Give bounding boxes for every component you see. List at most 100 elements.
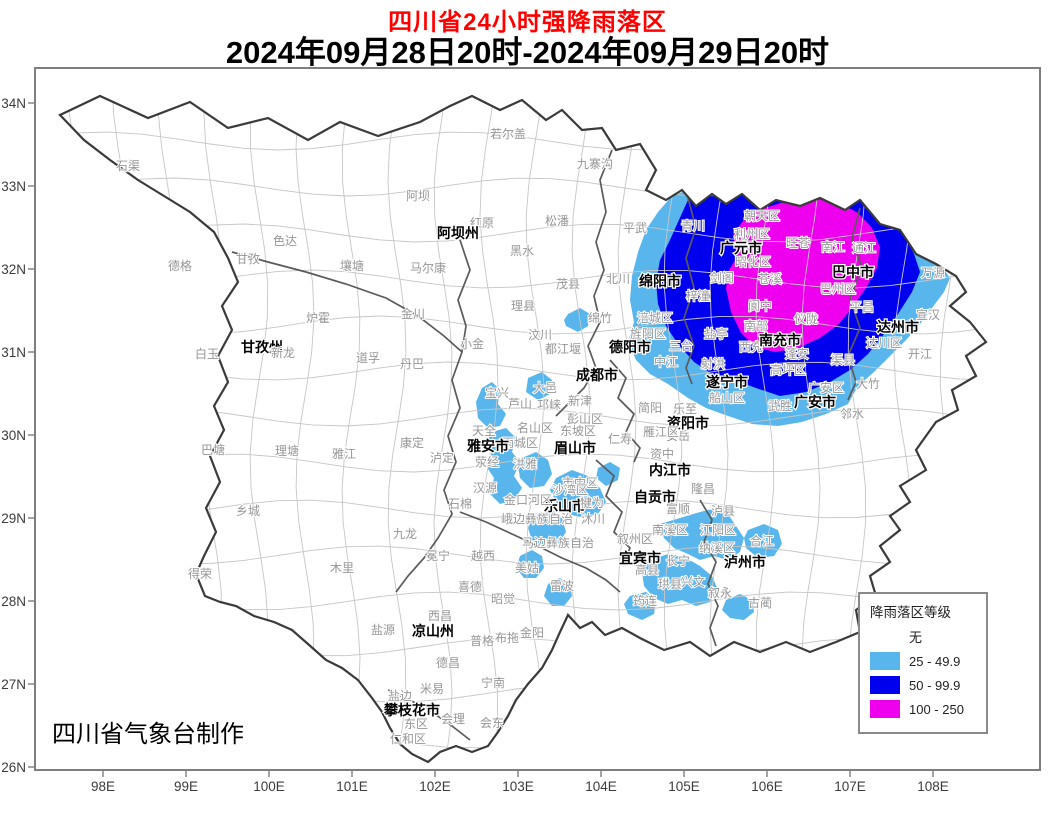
county-label: 盐边 [388,689,412,703]
county-label: 新津 [568,393,592,408]
county-label: 美姑 [515,561,539,575]
legend-item: 100 - 250 [870,700,976,718]
county-boundary [341,96,361,761]
county-label: 宁南 [481,675,505,690]
county-label: 梓潼 [686,288,710,303]
rain-patch-light [518,452,552,488]
rain-patch-light [528,510,566,548]
county-label: 邻水 [840,407,864,421]
rain-patch-light [660,508,744,560]
county-boundary [111,96,131,761]
county-label: 青川 [681,219,705,233]
date-range-subtitle: 2024年09月28日20时-2024年09月29日20时 [225,35,830,70]
county-label: 峨边彝族自治 [501,511,573,526]
rain-patch-light [526,372,552,400]
county-label: 阿坝 [406,189,430,203]
county-label: 九龙 [393,527,417,541]
county-label: 汉源 [473,481,497,495]
x-tick-label: 102E [419,779,451,794]
city-label: 绵阳市 [639,273,681,289]
county-label: 若尔盖 [490,126,526,141]
county-label: 北川 [606,272,630,286]
county-label: 汶川 [528,327,552,342]
county-label: 九寨沟 [577,156,613,171]
prefecture-boundary [699,499,719,647]
legend: 降雨落区等级 无 25 - 49.9 50 - 99.9 100 - 250 [858,592,988,734]
legend-title: 降雨落区等级 [870,605,951,620]
county-label: 仁寿 [608,432,632,446]
county-label: 平武 [623,221,647,235]
city-label: 广安市 [794,394,836,410]
county-label: 南江 [821,239,845,254]
city-label: 内江市 [649,462,691,478]
x-tick-label: 98E [91,779,115,794]
county-label: 黑水 [510,244,534,258]
city-label: 成都市 [576,367,618,383]
county-label: 昭觉 [491,592,515,606]
rain-patch-light [564,308,590,332]
county-boundary [479,96,499,761]
city-label: 甘孜州 [241,339,283,355]
county-label: 西充 [739,339,763,354]
county-label: 邛崃 [537,398,561,412]
y-tick-label: 29N [1,511,26,526]
rain-patch-light [722,594,754,620]
county-label: 渠县 [831,353,855,367]
legend-label: 100 - 250 [909,701,964,717]
plot-frame [34,67,1041,771]
county-label: 丹巴 [400,357,424,371]
county-label: 洪雅 [513,456,537,471]
county-label: 彭山区 [567,412,603,426]
city-label: 凉山州 [412,623,454,639]
legend-swatch [870,700,900,718]
y-tick-label: 28N [1,594,26,609]
county-label: 三台 [669,338,693,353]
legend-item: 25 - 49.9 [870,652,976,670]
county-boundary [157,96,177,761]
county-label: 理县 [511,299,535,313]
county-label: 普格 [470,633,494,648]
county-label: 布拖 [495,631,519,645]
county-label: 安岳 [666,428,690,443]
county-label: 会东 [480,716,504,730]
county-label: 绵竹 [588,311,612,325]
county-label: 马尔康 [410,260,446,275]
county-label: 简阳 [638,401,662,415]
x-tick-label: 105E [668,779,700,794]
county-label: 道孚 [356,351,380,365]
legend-item: 无 [870,627,976,646]
legend-swatch [870,627,900,646]
county-label: 隆昌 [691,481,715,496]
county-boundary [525,96,545,761]
county-label: 色达 [273,234,297,248]
legend-item: 50 - 99.9 [870,676,976,694]
x-tick-label: 100E [253,779,285,794]
county-label: 古蔺 [748,595,772,610]
county-boundary [60,131,986,151]
rain-patch-light [624,592,656,620]
city-label: 眉山市 [554,440,596,456]
y-tick-label: 30N [1,428,26,443]
county-boundary [709,96,729,761]
county-label: 纳溪区 [699,541,735,555]
city-label: 南充市 [759,332,801,348]
rain-patch-light [744,524,782,558]
county-label: 大邑 [533,381,557,395]
county-label: 合江 [750,533,774,548]
county-label: 宝兴 [485,386,509,400]
county-label: 喜德 [458,579,482,594]
county-label: 德格 [168,258,192,273]
county-boundary [65,96,85,761]
y-tick-label: 26N [1,760,26,775]
rain-patch-light [642,554,718,606]
prefecture-boundary [683,197,697,385]
x-tick-label: 106E [751,779,783,794]
county-boundary [387,96,407,761]
county-boundary [433,96,453,761]
county-label: 叙永 [708,586,732,600]
city-label: 遂宁市 [706,374,748,390]
y-tick-label: 31N [1,345,26,360]
county-label: 乐至 [673,402,697,416]
county-label: 金阳 [520,625,544,640]
county-label: 蓬安 [785,346,809,361]
